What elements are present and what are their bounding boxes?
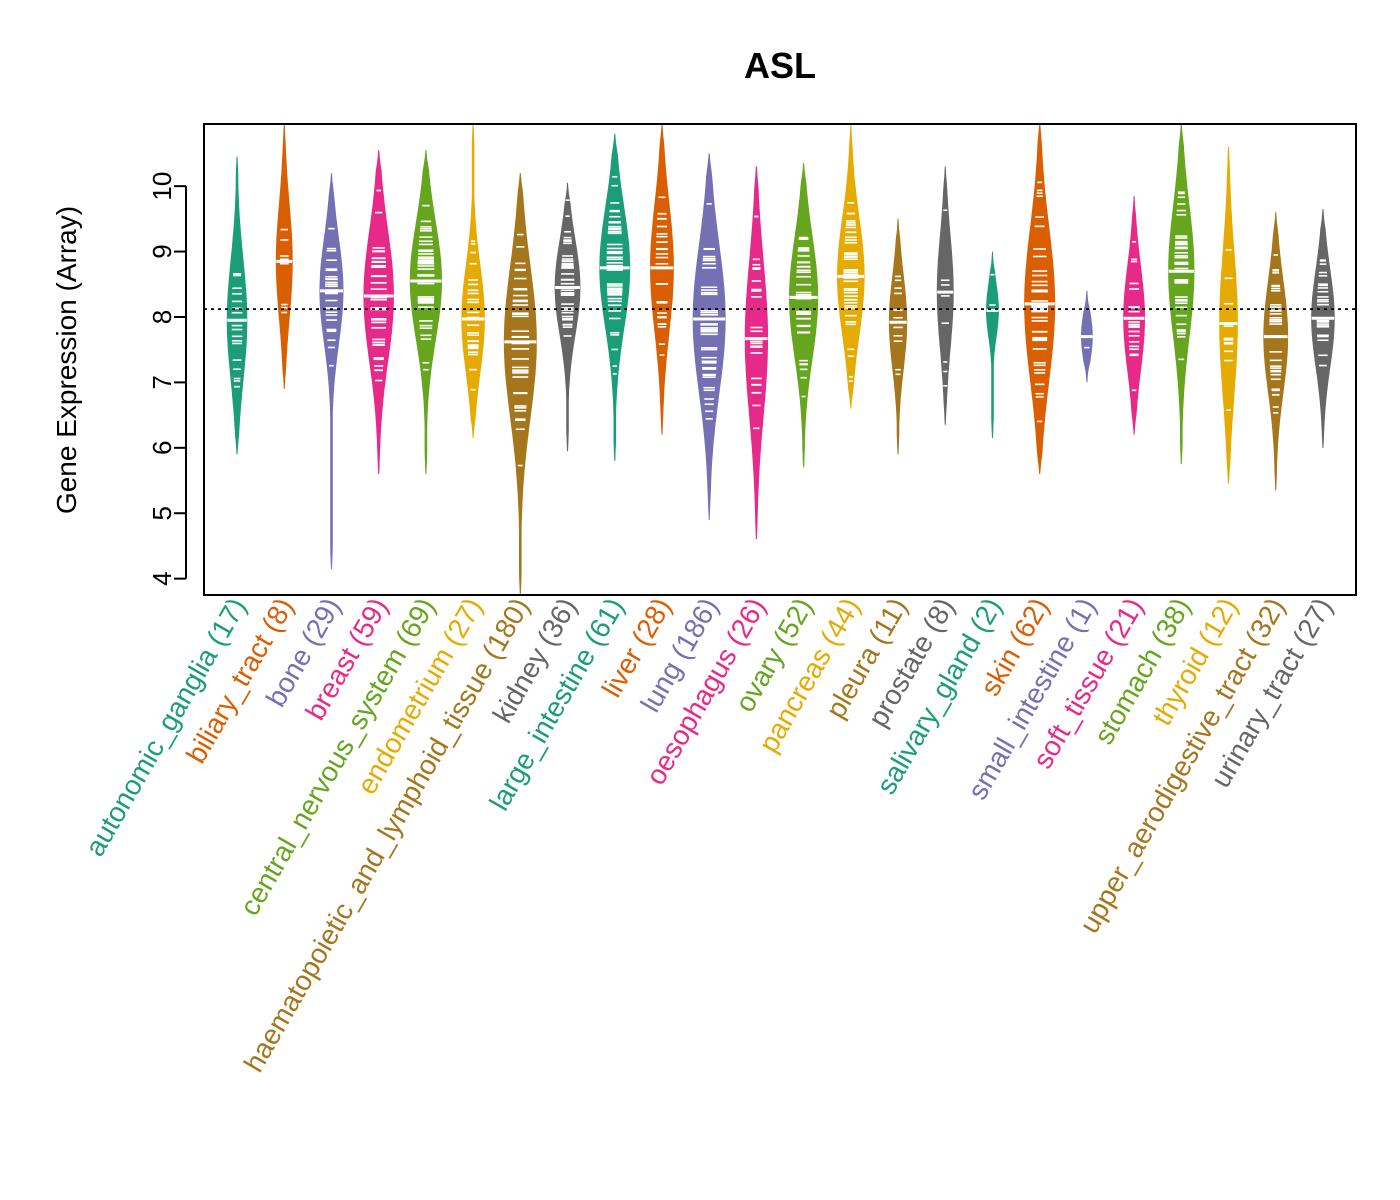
violin-central-nervous-system <box>409 150 442 475</box>
violin-breast <box>363 150 394 475</box>
violin-upper-aerodigestive-tract <box>1263 212 1289 491</box>
violin-thyroid <box>1219 146 1238 484</box>
violin-autonomic-ganglia <box>226 156 248 455</box>
violin-body <box>409 150 442 475</box>
violin-body <box>836 124 865 409</box>
y-axis: 4 5 6 7 8 9 10 <box>147 172 187 586</box>
violin-skin <box>1024 124 1056 475</box>
violin-body <box>650 124 674 435</box>
violin-body <box>461 124 485 439</box>
violin-bone <box>319 173 344 569</box>
y-tick-label: 9 <box>147 244 177 258</box>
violin-ovary <box>788 163 819 468</box>
y-tick-label: 6 <box>147 441 177 455</box>
violin-prostate <box>936 166 954 425</box>
plot-area <box>204 124 1356 595</box>
violin-biliary-tract <box>275 124 293 389</box>
y-tick-label: 7 <box>147 375 177 389</box>
violin-body <box>503 173 537 595</box>
violin-body <box>888 218 908 455</box>
violin-kidney <box>554 182 581 452</box>
violin-body <box>692 153 726 520</box>
violin-body <box>1219 146 1238 484</box>
violin-lung <box>692 153 726 520</box>
violin-oesophagus <box>744 166 768 540</box>
violin-body <box>1123 195 1145 435</box>
violin-haematopoietic-and-lymphoid-tissue <box>503 173 537 595</box>
violin-body <box>986 251 999 439</box>
violin-pancreas <box>836 124 865 409</box>
violin-body <box>788 163 819 468</box>
violin-endometrium <box>461 124 485 439</box>
x-axis-category-labels: autonomic_ganglia (17)biliary_tract (8)b… <box>79 593 1338 1078</box>
violin-body <box>226 156 248 455</box>
violin-pleura <box>888 218 908 455</box>
chart-title: ASL <box>744 45 816 86</box>
y-tick-label: 8 <box>147 310 177 324</box>
violin-stomach <box>1168 124 1195 465</box>
violin-small-intestine <box>1080 290 1093 383</box>
violin-body <box>363 150 394 475</box>
y-tick-label: 4 <box>147 571 177 585</box>
y-tick-label: 10 <box>147 172 177 201</box>
violin-body <box>1311 208 1335 448</box>
y-axis-label: Gene Expression (Array) <box>51 206 82 514</box>
y-tick-label: 5 <box>147 506 177 520</box>
violin-urinary-tract <box>1311 208 1335 448</box>
violin-body <box>319 173 344 569</box>
violin-body <box>1168 124 1195 465</box>
plot-frame <box>203 123 1357 596</box>
violin-salivary-gland <box>986 251 999 439</box>
plot-content <box>226 124 1335 595</box>
violin-body <box>599 133 631 461</box>
violin-body <box>1024 124 1056 475</box>
violin-soft-tissue <box>1123 195 1145 435</box>
violin-large-intestine <box>599 133 631 461</box>
violin-liver <box>650 124 674 435</box>
